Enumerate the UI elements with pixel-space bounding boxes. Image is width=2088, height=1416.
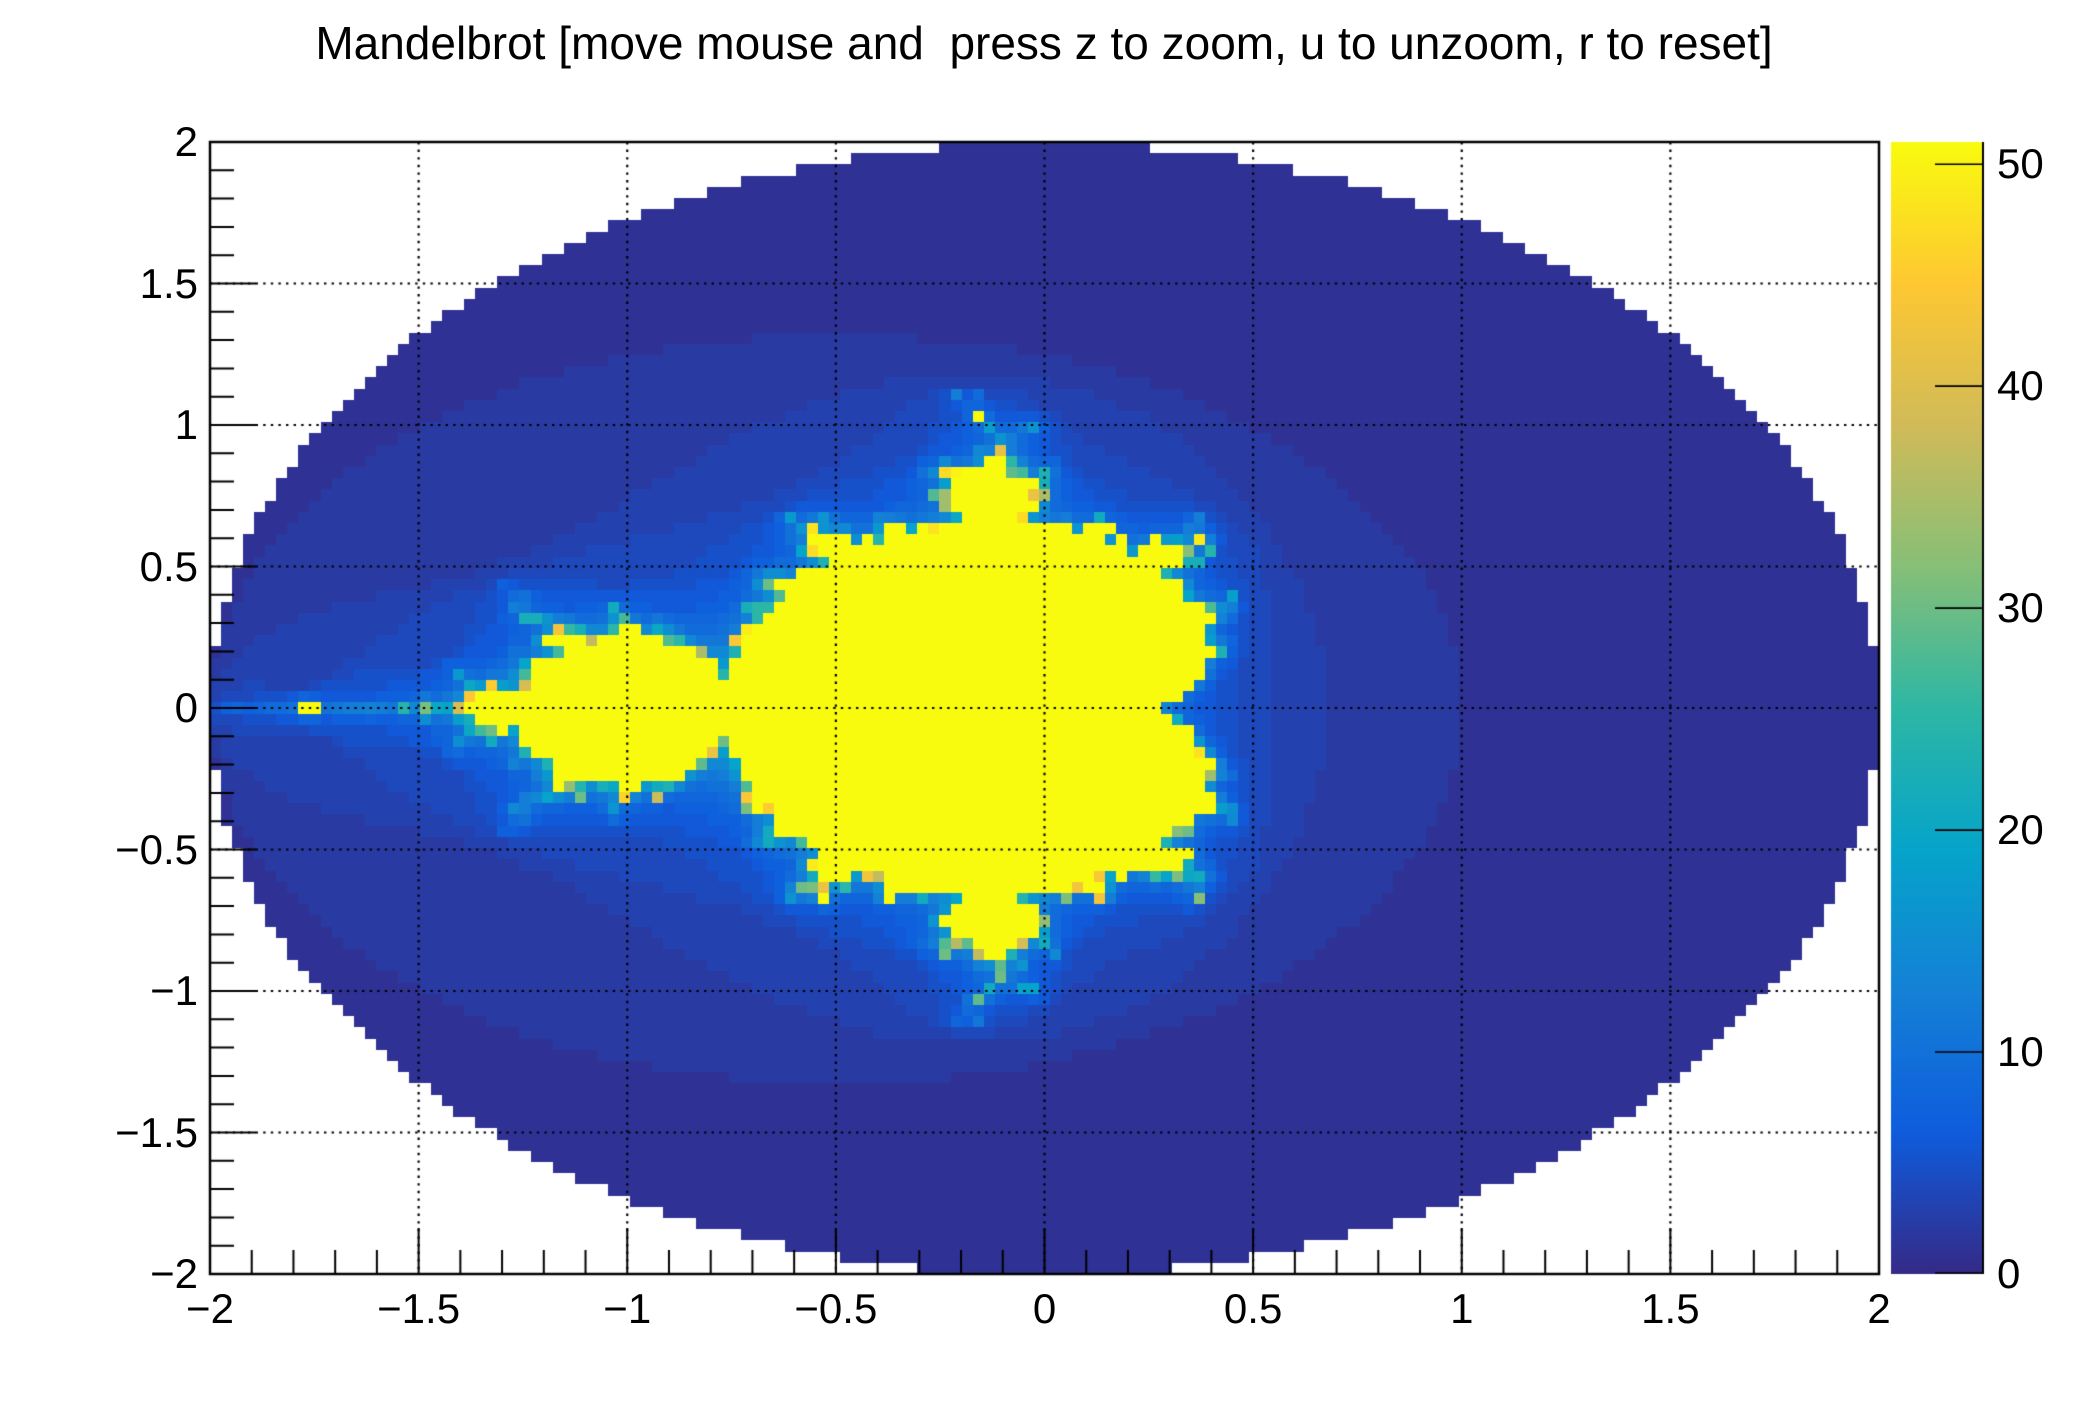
y-axis-tick-label: −2 [150,1250,198,1297]
palette-axis-tick-label: 10 [1997,1028,2044,1076]
palette-axis-tick-label: 40 [1997,362,2044,410]
y-axis-tick-label: 1 [174,401,198,448]
palette-axis-tick-label: 30 [1997,584,2044,632]
x-axis-tick-label: 0 [1032,1285,1057,1332]
x-axis-tick-label: 0.5 [1223,1285,1283,1332]
y-axis-tick-label: 2 [174,118,198,165]
y-axis-tick-label: 0 [174,684,198,731]
x-axis-tick-label: −2 [186,1285,234,1332]
palette-axis-tick-label: 0 [1997,1250,2021,1297]
x-axis-tick-label: −0.5 [794,1285,878,1332]
x-axis-tick-label: 1 [1450,1285,1474,1332]
y-axis-tick-label: −1 [150,967,198,1014]
palette-axis-tick-label: 50 [1997,140,2044,188]
x-axis-tick-label: −1 [603,1285,652,1332]
y-axis-tick-label: 1.5 [139,259,198,307]
x-axis-tick-label: 2 [1867,1285,1891,1332]
x-axis-tick-label: −1.5 [377,1285,461,1332]
y-axis-tick-label: 0.5 [139,542,198,590]
x-axis-tick-label: 1.5 [1641,1285,1700,1332]
y-axis-tick-label: −1.5 [115,1108,198,1156]
palette-axis-tick-label: 20 [1997,806,2044,854]
y-axis-tick-label: −0.5 [115,825,198,873]
